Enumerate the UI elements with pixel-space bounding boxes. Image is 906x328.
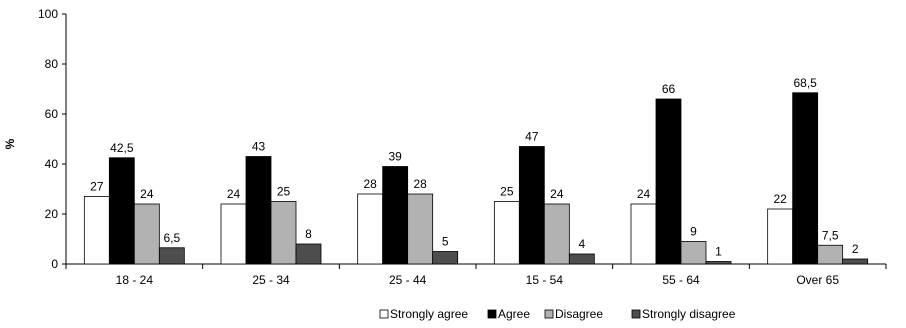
x-tick-label: 25 - 44 — [389, 273, 427, 287]
bar-disagree — [270, 201, 297, 265]
data-label: 47 — [525, 130, 539, 144]
x-tick-label: 25 - 34 — [252, 273, 290, 287]
data-label: 22 — [773, 192, 787, 206]
bar-agree — [245, 156, 272, 265]
data-label: 8 — [305, 227, 312, 241]
x-tick-label: 15 - 54 — [526, 273, 564, 287]
data-label: 24 — [550, 187, 564, 201]
bar-agree — [382, 166, 409, 265]
bar-strongly-disagree — [158, 247, 185, 265]
bar-disagree — [407, 193, 434, 265]
x-tick-label: 18 - 24 — [116, 273, 154, 287]
bar-strongly-disagree — [295, 243, 322, 265]
y-tick-label: 40 — [45, 157, 59, 171]
bar-strongly-agree — [357, 193, 384, 265]
y-axis-title: % — [3, 138, 17, 149]
y-axis: 0 20 40 60 80 100 — [38, 7, 67, 271]
data-label: 24 — [227, 187, 241, 201]
data-label: 5 — [442, 235, 449, 249]
data-label: 6,5 — [163, 231, 180, 245]
data-label: 2 — [852, 242, 859, 256]
legend-label: Strongly disagree — [642, 307, 736, 321]
bar-strongly-disagree — [705, 261, 732, 265]
data-label: 9 — [690, 225, 697, 239]
bar-strongly-agree — [493, 201, 520, 265]
data-label: 66 — [662, 82, 676, 96]
data-label: 28 — [363, 177, 377, 191]
bar-strongly-disagree — [568, 253, 595, 265]
bar-strongly-disagree — [432, 251, 459, 265]
bar-disagree — [133, 203, 160, 265]
y-tick-label: 20 — [45, 207, 59, 221]
bar-agree — [518, 146, 545, 265]
bar-strongly-agree — [83, 196, 110, 265]
data-label: 27 — [90, 180, 104, 194]
data-label: 1 — [715, 245, 722, 259]
legend: Strongly agree Agree Disagree Strongly disa… — [379, 307, 736, 321]
data-label: 39 — [388, 150, 402, 164]
bar-agree — [792, 92, 819, 265]
legend-label: Disagree — [555, 307, 603, 321]
data-label: 25 — [277, 185, 291, 199]
legend-label: Strongly agree — [390, 307, 468, 321]
x-tick-label: Over 65 — [796, 273, 839, 287]
data-label: 25 — [500, 185, 514, 199]
y-tick-label: 80 — [45, 57, 59, 71]
legend-swatch — [631, 309, 641, 319]
data-label: 24 — [140, 187, 154, 201]
bar-strongly-disagree — [842, 258, 869, 265]
bar-disagree — [543, 203, 570, 265]
bar-strongly-agree — [220, 203, 247, 265]
x-axis: 18 - 24 25 - 34 25 - 44 15 - 54 55 - 64 Over … — [65, 263, 887, 287]
y-tick-label: 60 — [45, 107, 59, 121]
data-label: 4 — [578, 237, 585, 251]
data-label: 24 — [637, 187, 651, 201]
bar-agree — [108, 157, 135, 265]
x-tick-label: 55 - 64 — [662, 273, 700, 287]
bar-disagree — [817, 244, 844, 265]
legend-swatch — [487, 309, 497, 319]
y-tick-label: 0 — [51, 257, 58, 271]
y-tick-label: 100 — [38, 7, 58, 21]
data-label: 42,5 — [110, 141, 134, 155]
data-label: 28 — [413, 177, 427, 191]
bar-strongly-agree — [767, 208, 794, 265]
legend-label: Agree — [498, 307, 530, 321]
bar-disagree — [680, 241, 707, 265]
legend-swatch — [379, 309, 389, 319]
data-label: 43 — [252, 140, 266, 154]
data-label: 68,5 — [793, 76, 817, 90]
bar-strongly-agree — [630, 203, 657, 265]
bars — [83, 92, 869, 265]
legend-swatch — [544, 309, 554, 319]
bar-agree — [655, 98, 682, 265]
data-label: 7,5 — [822, 228, 839, 242]
